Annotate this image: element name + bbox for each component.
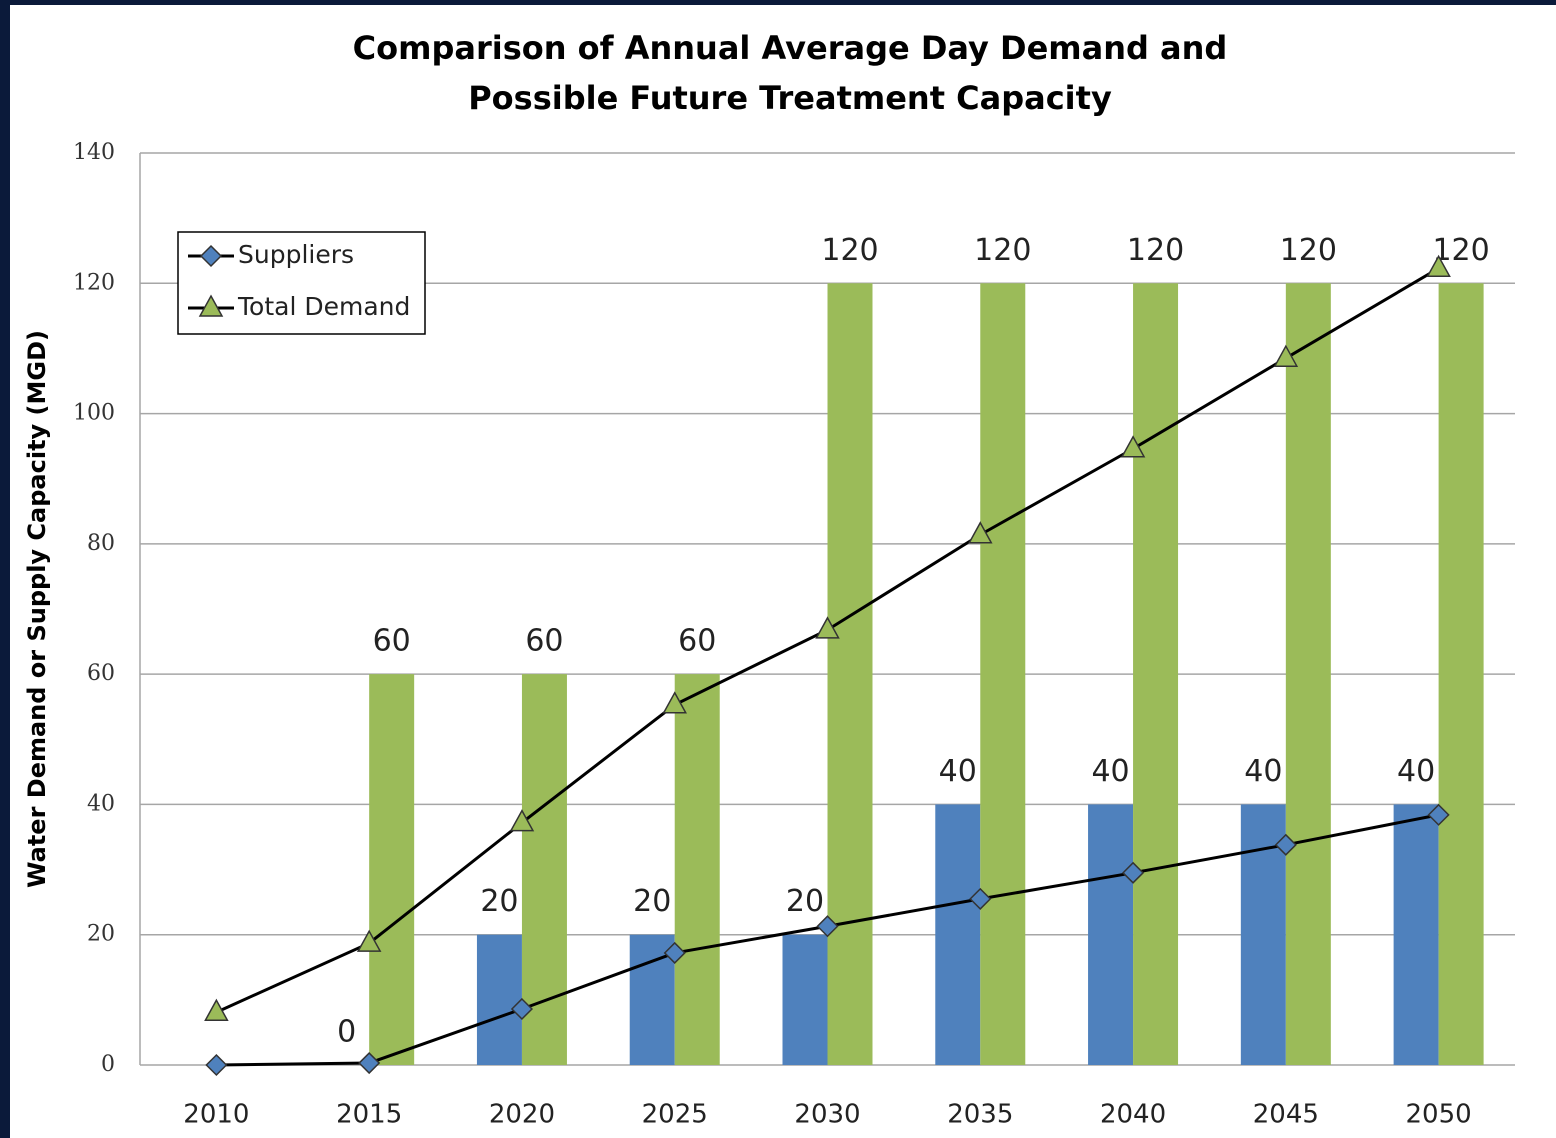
data-point	[1273, 344, 1299, 367]
x-tick-label: 2010	[183, 1100, 249, 1130]
legend-label: Suppliers	[238, 240, 354, 269]
bar-value-label: 120	[1280, 233, 1337, 268]
data-point	[1427, 803, 1450, 826]
data-point	[968, 521, 993, 544]
bar	[1285, 283, 1331, 1065]
bar-value-label: 120	[974, 233, 1031, 268]
y-tick-label: 80	[87, 531, 115, 556]
data-point	[510, 997, 534, 1021]
y-tick-label: 20	[87, 922, 115, 947]
chart-title: Comparison of Annual Average Day Demand …	[353, 29, 1228, 67]
x-tick-label: 2050	[1406, 1100, 1472, 1130]
legend-marker	[198, 294, 224, 317]
bar-value-label: 40	[1244, 754, 1282, 789]
bar	[1438, 283, 1484, 1065]
data-point	[1121, 861, 1145, 884]
data-point	[205, 1053, 228, 1077]
x-tick-label: 2025	[642, 1100, 708, 1130]
data-point	[1120, 435, 1146, 458]
bar-value-label: 60	[678, 624, 716, 659]
data-point	[969, 887, 992, 910]
legend-label: Total Demand	[237, 292, 410, 321]
bar-value-label: 20	[480, 884, 518, 919]
bar-value-label: 40	[1091, 754, 1129, 789]
data-point	[358, 1051, 381, 1075]
data-point	[356, 929, 382, 952]
data-point	[663, 941, 686, 965]
data-point	[204, 998, 229, 1021]
y-tick-label: 0	[101, 1052, 115, 1077]
bar-value-label: 60	[525, 624, 563, 659]
bar	[476, 934, 522, 1065]
bar	[782, 934, 828, 1065]
bar	[980, 283, 1026, 1065]
bar-value-label: 40	[939, 754, 977, 789]
bar	[1393, 804, 1439, 1065]
y-axis-label: Water Demand or Supply Capacity (MGD)	[23, 330, 51, 888]
bar-value-label: 60	[373, 624, 411, 659]
legend-box	[177, 231, 426, 335]
bar-value-label: 40	[1397, 754, 1435, 789]
bar-value-label: 20	[786, 884, 824, 919]
data-point	[662, 691, 687, 714]
legend-marker	[199, 244, 223, 268]
x-tick-label: 2040	[1100, 1100, 1166, 1130]
data-point	[815, 616, 840, 639]
bar	[1133, 283, 1179, 1065]
data-point	[1274, 833, 1297, 856]
y-tick-label: 40	[87, 791, 115, 816]
data-point	[509, 809, 535, 832]
y-tick-label: 100	[73, 401, 115, 426]
x-tick-label: 2045	[1253, 1100, 1319, 1130]
chart-title: Possible Future Treatment Capacity	[468, 79, 1112, 117]
y-tick-label: 140	[73, 140, 115, 165]
bar	[674, 674, 720, 1065]
bar	[369, 674, 415, 1065]
y-tick-label: 120	[73, 270, 115, 295]
bar	[935, 804, 981, 1065]
bar-value-label: 120	[1127, 233, 1184, 268]
x-tick-label: 2030	[794, 1100, 860, 1130]
bar-value-label: 20	[633, 884, 671, 919]
x-tick-label: 2020	[489, 1100, 555, 1130]
bar	[1088, 804, 1134, 1065]
bar	[827, 283, 873, 1065]
bar-value-label: 120	[821, 233, 878, 268]
data-point	[816, 915, 839, 938]
y-tick-label: 60	[87, 661, 115, 686]
data-point	[1426, 254, 1451, 278]
x-tick-label: 2035	[947, 1100, 1013, 1130]
bar-value-label: 0	[337, 1015, 356, 1050]
x-tick-label: 2015	[336, 1100, 402, 1130]
